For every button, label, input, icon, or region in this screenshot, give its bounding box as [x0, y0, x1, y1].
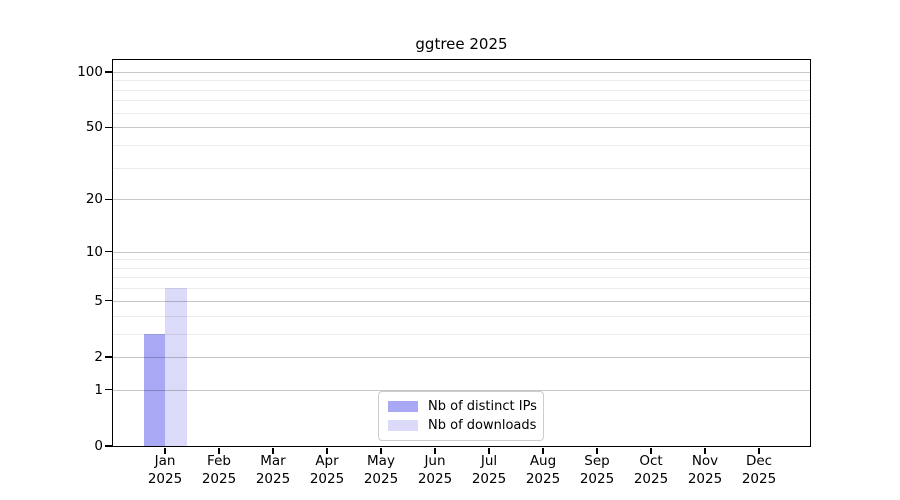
y-tick-label-5: 5: [94, 292, 103, 309]
x-tick-mark-may: [380, 447, 382, 454]
gridline-minor-40: [113, 144, 810, 146]
legend-item-downloads: Nb of downloads: [388, 416, 537, 435]
y-tick-mark-20: [105, 198, 112, 200]
x-tick-mark-mar: [272, 447, 274, 454]
x-tick-mark-oct: [650, 447, 652, 454]
gridline-major-20: [113, 199, 810, 201]
y-tick-label-100: 100: [77, 63, 103, 80]
y-tick-mark-0: [105, 445, 112, 447]
x-tick-label-jun: Jun 2025: [417, 453, 453, 487]
bar-nb-of-downloads-jan: [165, 288, 187, 446]
gridline-minor-80: [113, 89, 810, 91]
gridline-minor-8: [113, 267, 810, 269]
gridline-minor-60: [113, 112, 810, 114]
gridline-minor-9: [113, 259, 810, 261]
legend-label-distinct-ips: Nb of distinct IPs: [428, 399, 537, 414]
y-tick-mark-50: [105, 126, 112, 128]
y-tick-label-50: 50: [85, 119, 103, 136]
y-tick-mark-10: [105, 250, 112, 253]
gridline-minor-3: [113, 333, 810, 335]
gridline-major-5: [113, 300, 810, 302]
y-tick-mark-100: [105, 71, 112, 73]
x-tick-label-jul: Jul 2025: [471, 453, 507, 487]
legend-label-downloads: Nb of downloads: [428, 418, 537, 433]
x-tick-mark-aug: [542, 447, 544, 454]
gridline-major-100: [113, 71, 810, 73]
x-tick-mark-nov: [704, 447, 706, 454]
gridline-major-2: [113, 356, 810, 358]
x-tick-label-mar: Mar 2025: [255, 453, 291, 487]
x-tick-mark-apr: [326, 447, 328, 454]
y-tick-label-1: 1: [94, 381, 103, 398]
x-tick-mark-feb: [218, 447, 220, 454]
y-tick-label-20: 20: [85, 191, 103, 208]
x-tick-label-sep: Sep 2025: [579, 453, 615, 487]
y-tick-mark-5: [105, 300, 112, 302]
x-tick-mark-jul: [488, 447, 490, 454]
y-tick-mark-2: [105, 356, 112, 358]
x-tick-mark-jan: [164, 447, 166, 454]
x-tick-mark-sep: [596, 447, 598, 454]
gridline-minor-30: [113, 167, 810, 169]
x-tick-label-apr: Apr 2025: [309, 453, 345, 487]
y-tick-label-2: 2: [94, 348, 103, 365]
bar-nb-of-distinct-ips-jan: [143, 333, 165, 446]
y-tick-label-0: 0: [94, 438, 103, 454]
y-tick-mark-1: [105, 389, 112, 391]
gridline-minor-6: [113, 288, 810, 290]
x-tick-label-jan: Jan 2025: [147, 453, 183, 487]
x-tick-label-may: May 2025: [363, 453, 399, 487]
x-tick-mark-jun: [434, 447, 436, 454]
x-tick-label-oct: Oct 2025: [633, 453, 669, 487]
gridline-minor-7: [113, 277, 810, 279]
legend: Nb of distinct IPs Nb of downloads: [378, 391, 544, 441]
legend-item-distinct-ips: Nb of distinct IPs: [388, 397, 537, 416]
legend-swatch-distinct-ips-icon: [388, 401, 418, 412]
gridline-minor-4: [113, 315, 810, 317]
y-tick-label-10: 10: [85, 243, 103, 260]
chart-title: ggtree 2025: [415, 35, 508, 53]
x-tick-label-nov: Nov 2025: [687, 453, 723, 487]
gridline-major-10: [113, 251, 810, 253]
x-tick-label-dec: Dec 2025: [741, 453, 777, 487]
gridline-minor-90: [113, 80, 810, 82]
gridline-minor-70: [113, 100, 810, 102]
x-tick-label-aug: Aug 2025: [525, 453, 561, 487]
gridline-major-1: [113, 389, 810, 391]
gridline-major-50: [113, 127, 810, 129]
x-tick-mark-dec: [758, 447, 760, 454]
legend-swatch-downloads-icon: [388, 420, 418, 431]
x-tick-label-feb: Feb 2025: [201, 453, 237, 487]
